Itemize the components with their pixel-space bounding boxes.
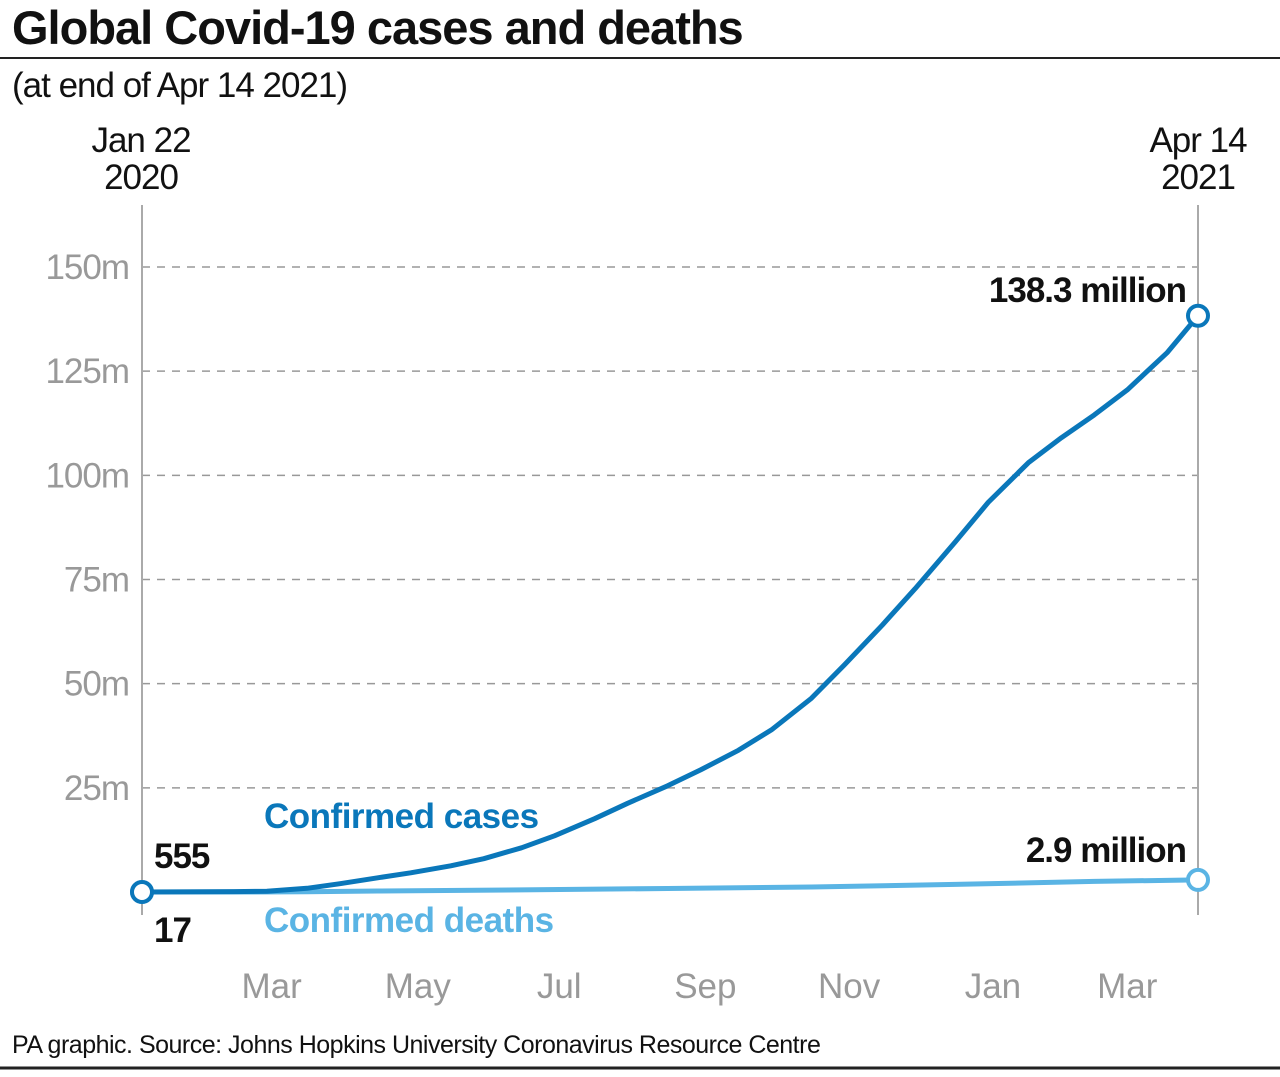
x-tick-label: Nov [818, 967, 881, 1006]
chart-subtitle: (at end of Apr 14 2021) [12, 66, 347, 105]
confirmed-cases-end-marker [1186, 303, 1210, 328]
x-tick-label: Jul [537, 967, 582, 1006]
start-date-line2: 2020 [104, 158, 178, 197]
y-tick-label: 150m [45, 248, 129, 287]
deaths-start-value: 17 [154, 911, 191, 950]
start-date-line1: Jan 22 [91, 121, 190, 160]
x-tick-label: May [385, 967, 452, 1006]
series-lines [130, 303, 1210, 904]
y-tick-label: 125m [45, 352, 129, 391]
series-label-deaths: Confirmed deaths [264, 901, 554, 940]
x-axis: Mar May Jul Sep Nov Jan Mar [242, 967, 1158, 1006]
source-note: PA graphic. Source: Johns Hopkins Univer… [12, 1031, 820, 1059]
confirmed-cases-start-marker [130, 879, 154, 904]
end-date-line2: 2021 [1161, 158, 1235, 197]
chart-title: Global Covid-19 cases and deaths [12, 1, 743, 54]
y-tick-label: 25m [64, 769, 129, 808]
end-date-line1: Apr 14 [1149, 121, 1247, 160]
gridlines [142, 266, 1198, 789]
y-tick-label: 100m [45, 456, 129, 495]
y-tick-label: 50m [64, 665, 129, 704]
x-tick-label: Mar [242, 967, 303, 1006]
x-tick-label: Mar [1097, 967, 1158, 1006]
x-tick-label: Sep [674, 967, 736, 1006]
confirmed-deaths-end-marker [1186, 867, 1210, 892]
cases-start-value: 555 [154, 837, 210, 876]
confirmed-cases-line [139, 313, 1201, 895]
cases-end-value: 138.3 million [989, 271, 1186, 310]
deaths-end-value: 2.9 million [1026, 831, 1186, 870]
y-tick-label: 75m [64, 561, 129, 600]
series-label-cases: Confirmed cases [264, 797, 539, 836]
y-axis: 25m 50m 75m 100m 125m 150m [45, 248, 130, 808]
x-tick-label: Jan [965, 967, 1021, 1006]
